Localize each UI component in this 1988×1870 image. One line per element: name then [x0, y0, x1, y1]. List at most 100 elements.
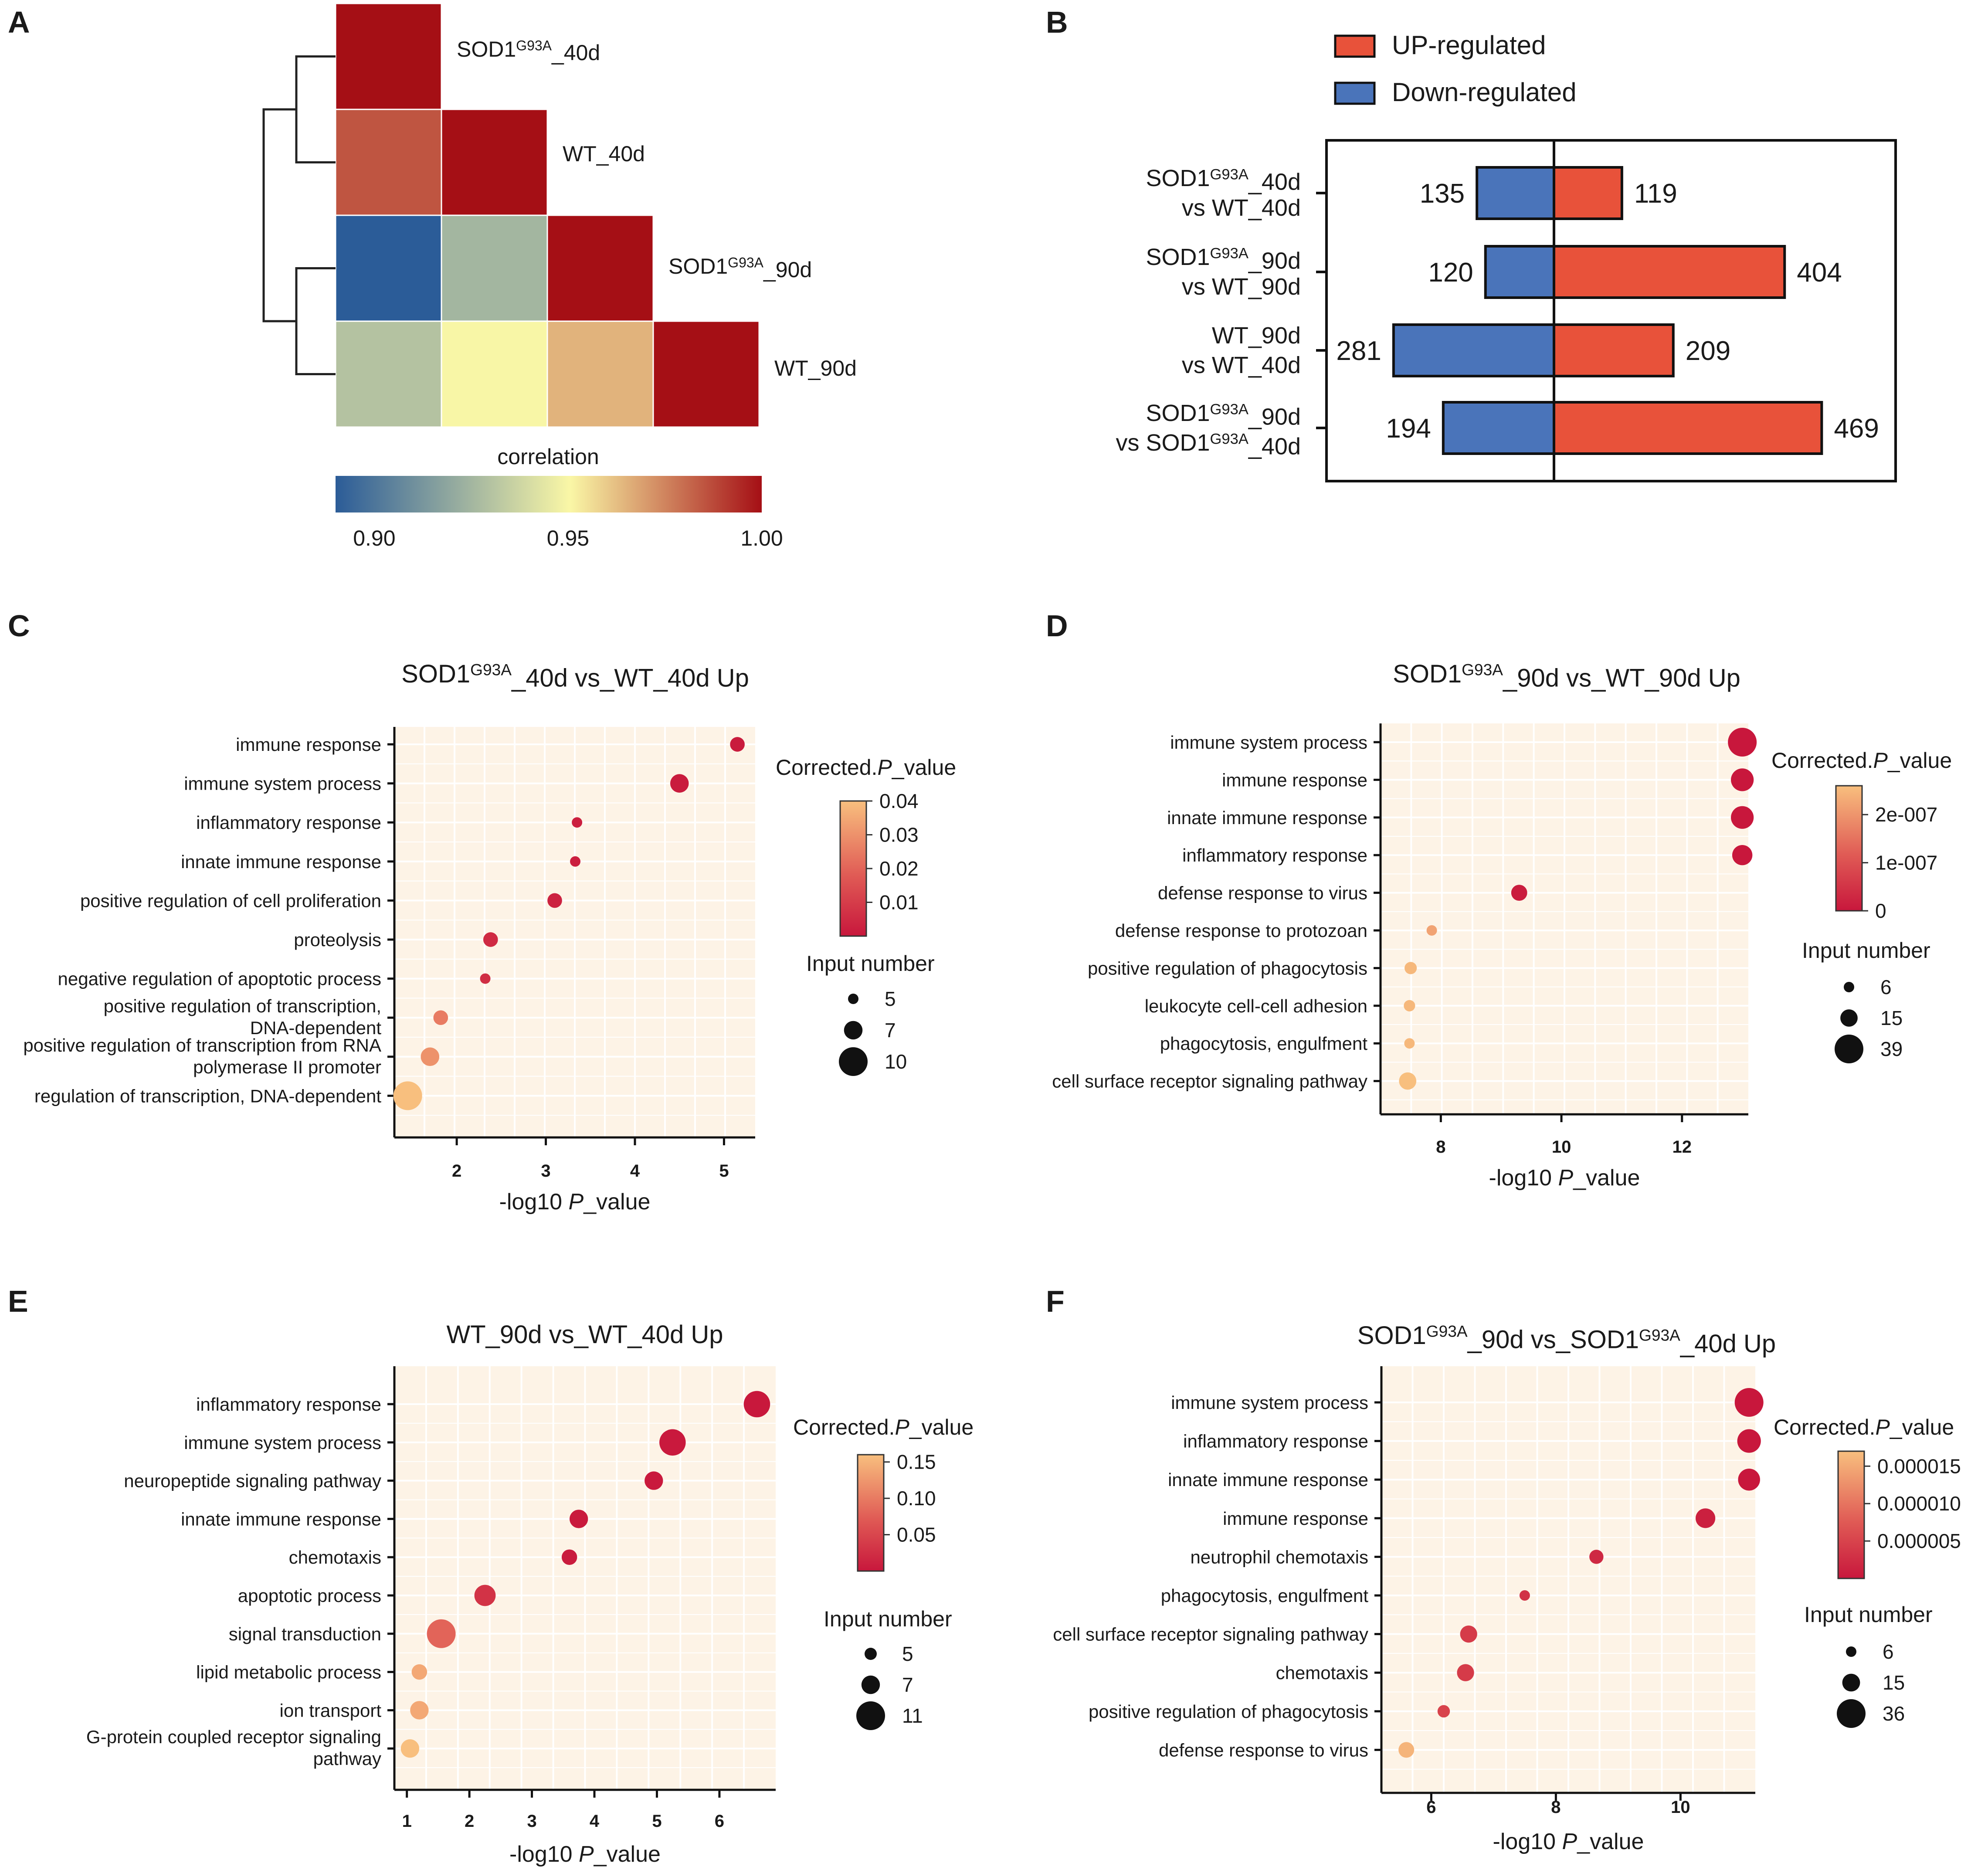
term-label: negative regulation of apoptotic process	[58, 969, 382, 989]
bubble-point	[743, 1391, 770, 1418]
color-legend-tick-label: 0.05	[897, 1524, 936, 1546]
bar-down	[1392, 323, 1555, 377]
size-legend-label: 7	[885, 1019, 896, 1042]
color-legend-tick-label: 1e-007	[1875, 852, 1937, 874]
x-tick-label: 10	[1552, 1137, 1571, 1157]
size-legend-title: Input number	[806, 951, 935, 976]
term-label: neuropeptide signaling pathway	[124, 1471, 381, 1491]
size-legend-dot	[1837, 1699, 1866, 1728]
size-legend-label: 39	[1880, 1038, 1903, 1060]
chart-title-part: _40d vs_WT_40d Up	[511, 664, 749, 692]
chart-title-part: _90d vs_WT_90d Up	[1503, 664, 1740, 692]
size-legend-dot	[856, 1701, 885, 1730]
term-label: innate immune response	[181, 852, 381, 872]
category-label-part: SOD1	[1146, 165, 1210, 191]
term-label: defense response to virus	[1158, 883, 1367, 903]
bubble-point	[410, 1701, 429, 1720]
color-legend-bar	[839, 800, 867, 937]
bubble-point	[483, 932, 498, 947]
term-label: regulation of transcription, DNA-depende…	[34, 1086, 381, 1106]
legend-label: UP-regulated	[1392, 31, 1546, 60]
size-legend-label: 15	[1880, 1007, 1903, 1029]
bubble-point	[1589, 1550, 1604, 1564]
bubble-point	[561, 1549, 577, 1565]
heatmap-row-label: SOD1G93A_90d	[668, 254, 812, 282]
chart-title-part: WT_90d vs_WT_40d Up	[446, 1320, 723, 1349]
x-axis-label: -log10 P_value	[499, 1189, 651, 1215]
bubble-point	[1399, 1072, 1417, 1090]
size-legend-label: 6	[1883, 1640, 1894, 1663]
legend-swatch	[1334, 81, 1376, 105]
colorbar-title: correlation	[497, 445, 599, 469]
bubble-point	[1732, 845, 1753, 865]
color-legend-tick-label: 0.15	[897, 1451, 936, 1473]
chart-title-part: G93A	[1462, 660, 1503, 679]
heatmap-cell	[335, 214, 442, 322]
term-label: positive regulation of transcription fro…	[23, 1035, 381, 1055]
panel-label: F	[1046, 1284, 1065, 1318]
x-axis-label-part: _value	[583, 1189, 650, 1215]
bubble-point	[659, 1429, 686, 1456]
x-tick-label: 12	[1672, 1137, 1692, 1157]
x-tick-label: 2	[465, 1812, 474, 1831]
category-label-part: _40d	[1248, 434, 1301, 460]
heatmap-cell	[441, 320, 548, 428]
label-part: SOD1	[457, 37, 516, 61]
color-legend-title-part: Corrected.	[776, 755, 877, 780]
category-label-part: _90d	[1248, 404, 1301, 430]
term-label: defense response to virus	[1159, 1740, 1368, 1760]
bar-down	[1484, 245, 1556, 299]
bubble-point	[411, 1664, 427, 1680]
term-label: phagocytosis, engulfment	[1160, 1033, 1368, 1054]
x-tick-label: 1	[402, 1812, 412, 1831]
category-label: WT_90d	[1212, 322, 1301, 349]
size-legend-label: 5	[885, 988, 896, 1010]
color-legend-tick-label: 0.04	[879, 790, 919, 812]
color-legend-title-part: _value	[1887, 748, 1952, 773]
term-label: innate immune response	[1168, 1470, 1368, 1490]
size-legend-dot	[1840, 1009, 1858, 1027]
x-tick-label: 5	[719, 1161, 729, 1181]
term-label: polymerase II promoter	[193, 1057, 381, 1077]
x-axis-label-part: _value	[1573, 1165, 1640, 1191]
panel-c-bubble-chart: SOD1G93A_40d vs_WT_40d Up immune response…	[23, 660, 956, 1215]
bubble-point	[1437, 1705, 1450, 1718]
bar-up	[1553, 401, 1823, 455]
chart-title-part: SOD1	[1393, 660, 1462, 688]
x-tick-label: 6	[1426, 1798, 1436, 1817]
bubble-point	[480, 973, 491, 984]
category-label-part: SOD1	[1146, 400, 1210, 426]
bar-value-label-up: 404	[1797, 258, 1842, 288]
size-legend-dot	[1846, 1646, 1856, 1657]
color-legend-bar	[857, 1454, 885, 1572]
size-legend-title: Input number	[1804, 1602, 1933, 1627]
bar-value-label-down: 281	[1336, 336, 1381, 366]
bubble-point	[1398, 1742, 1415, 1758]
color-legend-title-part: P	[1875, 1415, 1890, 1439]
bubble-point	[570, 856, 581, 867]
panel-label: D	[1046, 609, 1068, 643]
heatmap-row-label: SOD1G93A_40d	[457, 37, 600, 65]
term-label: positive regulation of phagocytosis	[1088, 958, 1367, 978]
color-legend-title-part: _value	[1890, 1415, 1954, 1439]
x-axis-label-part: _value	[1577, 1829, 1644, 1854]
category-label-part: vs WT_90d	[1182, 274, 1301, 300]
x-tick-label: 6	[715, 1812, 724, 1831]
panel-label: E	[8, 1284, 28, 1318]
bar-up	[1553, 166, 1623, 220]
bubble-point	[1695, 1508, 1716, 1528]
heatmap-cell	[546, 320, 654, 428]
term-label: G-protein coupled receptor signaling	[86, 1727, 381, 1747]
x-axis-label-part: -log10	[509, 1842, 579, 1867]
color-legend-title-part: P	[895, 1415, 909, 1439]
heatmap-cell	[335, 320, 442, 428]
heatmap-cell	[441, 214, 548, 322]
x-axis-label-part: -log10	[1489, 1165, 1558, 1191]
size-legend-label: 36	[1883, 1702, 1905, 1725]
color-legend-title-part: P	[877, 755, 892, 780]
category-label-part: vs SOD1	[1116, 430, 1210, 456]
bubble-point	[1731, 806, 1754, 829]
bubble-point	[393, 1081, 422, 1110]
label-part: _40d	[551, 41, 600, 65]
